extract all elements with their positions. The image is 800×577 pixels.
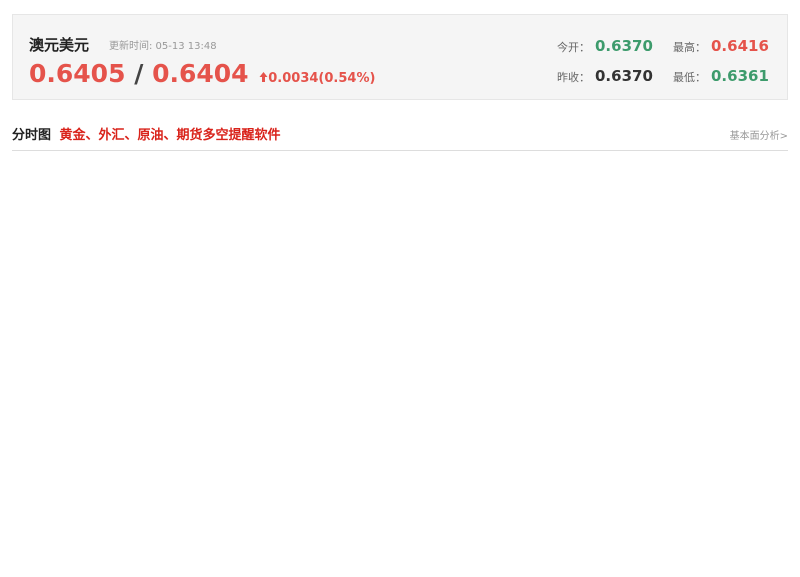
stat-label: 最低： xyxy=(673,71,706,84)
stat-label: 昨收： xyxy=(557,71,590,84)
price-row: 0.6405 / 0.6404 05:0008:3911:5715:1718:4… xyxy=(29,59,800,473)
bid: 0.6405 xyxy=(29,59,126,88)
stat-value: 0.6370 xyxy=(595,67,653,85)
chart xyxy=(0,150,800,577)
update-time: 更新时间: 05-13 13:48 xyxy=(109,41,217,52)
up-arrow: 05:0008:3911:5715:1718:4222:0801:3405:00… xyxy=(259,72,800,473)
symbol-name: 澳元美元 xyxy=(29,36,90,54)
stat-label: 今开： xyxy=(557,41,590,54)
divider xyxy=(12,150,788,151)
change: 0.0034(0.54%) xyxy=(268,71,376,86)
ask: 0.6404 xyxy=(152,59,249,88)
analysis-link[interactable]: 基本面分析> xyxy=(729,131,788,142)
tab-row: 分时图 黄金、外汇、原油、期货多空提醒软件 xyxy=(12,124,281,143)
separator: / xyxy=(134,59,144,88)
stat-value: 0.6416 xyxy=(711,37,769,55)
promo-link[interactable]: 黄金、外汇、原油、期货多空提醒软件 xyxy=(59,128,281,143)
stat-label: 最高： xyxy=(673,41,706,54)
tab-title[interactable]: 分时图 xyxy=(12,128,52,143)
stat-value: 0.6361 xyxy=(711,67,769,85)
stat-value: 0.6370 xyxy=(595,37,653,55)
quote-header: 澳元美元 更新时间: 05-13 13:48 0.6405 / 0.6404 0… xyxy=(12,14,800,473)
